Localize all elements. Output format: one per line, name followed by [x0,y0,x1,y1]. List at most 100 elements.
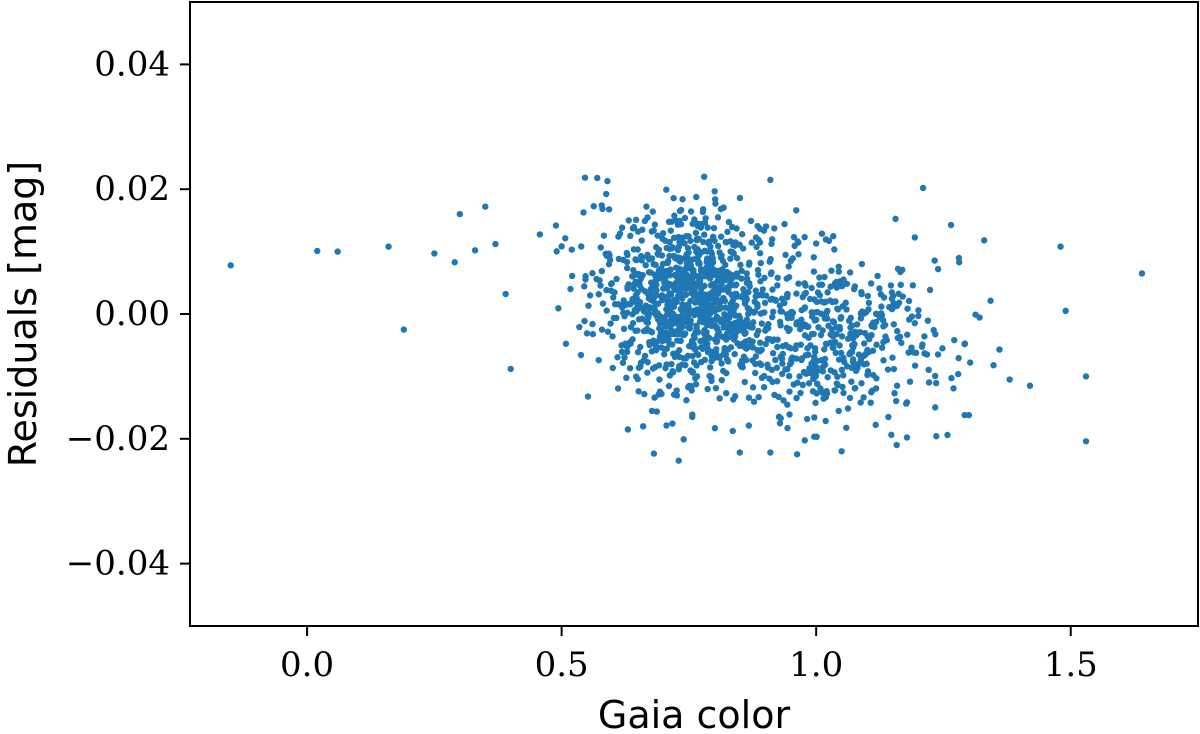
data-point [695,273,703,280]
data-point [721,347,728,355]
data-point [838,448,845,455]
data-point [824,289,831,296]
data-point [821,355,829,363]
data-point [852,367,860,375]
data-point [895,290,902,298]
data-point [609,364,616,372]
data-point [754,222,761,230]
data-point [898,339,905,347]
data-point [744,304,751,312]
data-point [385,243,392,250]
data-point [654,300,662,307]
data-point [787,345,794,352]
data-point [708,264,715,271]
data-point [610,294,617,301]
data-point [665,268,673,275]
data-point [684,244,692,252]
data-point [767,270,775,278]
data-point [818,230,826,237]
data-point [597,282,604,289]
data-point [620,297,627,304]
data-point [822,417,829,425]
data-point [731,305,738,312]
data-point [848,378,855,385]
data-point [621,354,628,361]
data-point [781,220,788,228]
data-point [803,415,811,423]
data-point [688,337,696,344]
data-point [741,378,749,386]
data-point [334,248,341,255]
data-point [638,285,645,293]
data-point [689,220,696,227]
data-point [694,329,702,336]
data-point [690,267,697,274]
data-point [931,257,938,264]
data-point [654,232,661,239]
data-point [647,328,654,335]
data-point [893,382,901,389]
data-point [657,313,664,320]
data-point [757,259,765,267]
data-point [767,176,774,184]
data-point [639,423,647,430]
data-point [759,286,766,293]
data-point [623,348,631,356]
data-point [696,279,703,287]
data-point [758,320,765,327]
data-point [785,372,793,380]
data-point [661,322,669,330]
data-point [871,323,878,331]
data-point [675,271,682,278]
data-point [716,395,723,402]
data-point [828,267,835,274]
data-point [613,275,620,283]
data-point [844,405,852,412]
data-point [798,316,805,323]
data-point [637,304,645,312]
data-point [683,397,690,404]
data-point [738,267,745,275]
data-point [769,378,776,386]
data-point [748,239,755,246]
data-point [693,292,700,299]
data-point [680,303,688,311]
data-point [745,422,753,429]
data-point [838,333,846,340]
data-point [665,382,673,390]
data-point [892,215,899,223]
data-point [755,327,762,335]
data-point [934,265,942,273]
data-point [562,235,569,242]
data-point [842,299,849,306]
data-point [905,349,912,356]
data-point [595,291,602,298]
data-point [818,298,825,305]
data-point [400,326,408,333]
data-point [712,384,720,392]
data-point [568,272,576,280]
data-point [801,291,808,298]
data-point [576,323,583,331]
data-point [855,360,862,368]
data-point [903,399,911,406]
data-point [911,234,919,241]
data-point [314,247,321,255]
data-point [749,384,757,391]
data-point [507,365,514,373]
data-point [864,346,871,354]
data-point [797,389,804,397]
data-point [669,341,676,348]
data-point [678,278,685,286]
data-point [645,310,653,318]
data-point [650,450,658,457]
data-point [655,362,663,369]
data-point [903,434,911,441]
data-point [597,244,605,251]
data-point [616,230,624,237]
data-point [801,233,808,241]
data-point [502,290,509,298]
data-point [730,336,738,343]
data-point [831,387,838,394]
data-point [860,310,868,317]
